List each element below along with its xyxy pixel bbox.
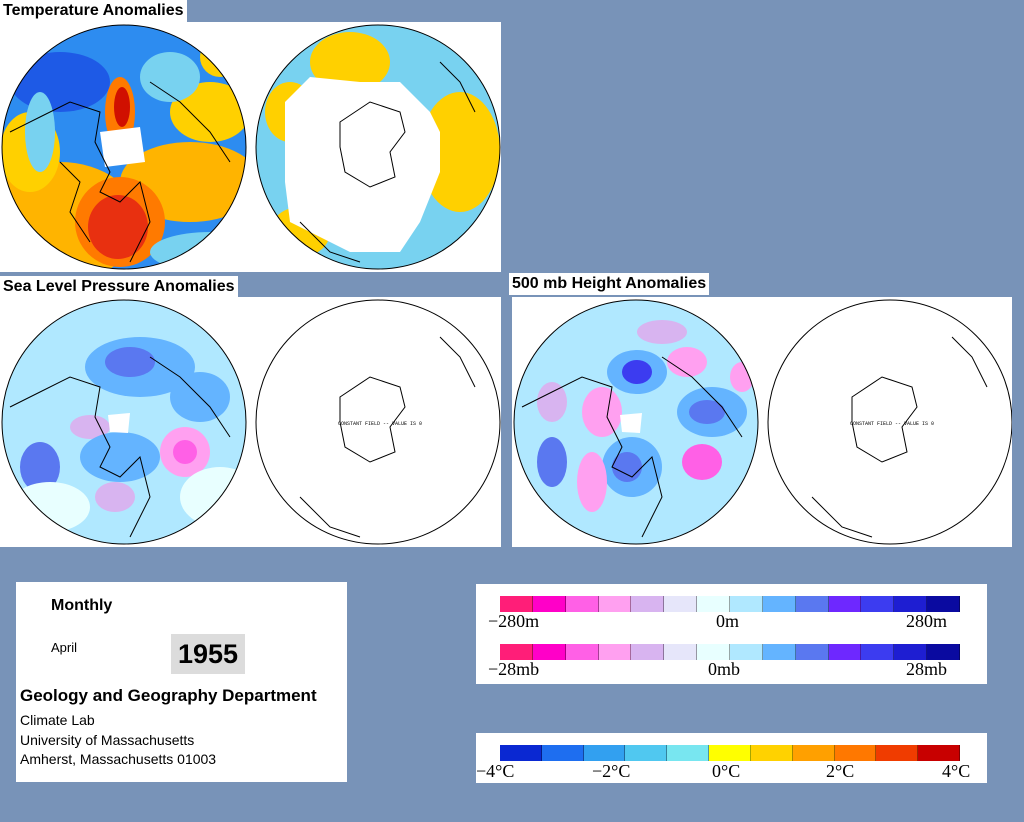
period-label: Monthly — [51, 597, 113, 614]
temperature-colorbar — [500, 745, 960, 761]
pressure-swatch — [664, 644, 698, 660]
temperature-swatch — [667, 745, 710, 761]
pressure-swatch — [565, 644, 599, 660]
height500-maps: CONSTANT FIELD -- VALUE IS 0 — [513, 299, 1012, 545]
month-label: April — [51, 640, 78, 655]
temp-tick-2: −2°C — [592, 761, 631, 781]
pressure-swatch — [762, 644, 796, 660]
height-swatch — [894, 596, 928, 612]
pressure-swatch — [795, 644, 829, 660]
height-swatch — [532, 596, 566, 612]
slp-panel: CONSTANT FIELD -- VALUE IS 0 — [0, 297, 501, 547]
slp-title: Sea Level Pressure Anomalies — [0, 276, 238, 298]
temperature-swatch — [583, 745, 626, 761]
pressure-swatch — [697, 644, 731, 660]
address-label: Amherst, Massachusetts 01003 — [20, 751, 217, 767]
department-label: Geology and Geography Department — [20, 686, 317, 705]
pressure-swatch — [927, 644, 961, 660]
pressure-tick-mid: 0mb — [708, 659, 741, 679]
anomaly-scale-box: −280m 0m 280m −28mb 0mb 28mb — [476, 584, 987, 684]
height-swatch — [500, 596, 533, 612]
height-tick-mid: 0m — [716, 611, 740, 631]
height500-north-map — [514, 300, 758, 544]
height500-title: 500 mb Height Anomalies — [509, 273, 710, 295]
temp-tick-4: 2°C — [826, 761, 855, 781]
temp-tick-1: −4°C — [476, 761, 515, 781]
temperature-north-map — [2, 25, 246, 269]
temperature-swatch — [541, 745, 584, 761]
height-colorbar — [500, 596, 961, 612]
pressure-swatch — [532, 644, 566, 660]
university-label: University of Massachusetts — [20, 732, 195, 748]
temperature-swatch — [750, 745, 793, 761]
height-swatch — [598, 596, 632, 612]
height-swatch — [565, 596, 599, 612]
pressure-swatch — [598, 644, 632, 660]
temperature-swatch — [876, 745, 919, 761]
height-swatch — [795, 596, 829, 612]
temp-tick-3: 0°C — [712, 761, 741, 781]
slp-constant-note: CONSTANT FIELD -- VALUE IS 0 — [338, 421, 422, 427]
height-tick-right: 280m — [906, 611, 948, 631]
pressure-tick-right: 28mb — [906, 659, 948, 679]
pressure-swatch — [828, 644, 862, 660]
slp-maps: CONSTANT FIELD -- VALUE IS 0 — [1, 299, 501, 545]
height-swatch — [730, 596, 763, 612]
height-tick-left: −280m — [488, 611, 540, 631]
lab-label: Climate Lab — [20, 712, 95, 728]
height-swatch — [861, 596, 895, 612]
temperature-maps — [1, 24, 501, 270]
temperature-south-map — [256, 25, 500, 269]
pressure-swatch — [500, 644, 533, 660]
height-swatch — [631, 596, 665, 612]
height-swatch — [762, 596, 796, 612]
temp-tick-5: 4°C — [942, 761, 971, 781]
info-box: Monthly April 1955 Geology and Geography… — [16, 582, 347, 782]
height-swatch — [927, 596, 961, 612]
temperature-title: Temperature Anomalies — [0, 0, 187, 22]
pressure-swatch — [730, 644, 763, 660]
pressure-swatch — [861, 644, 895, 660]
year-label: 1955 — [171, 634, 245, 674]
slp-north-map — [2, 300, 246, 544]
height-swatch — [697, 596, 731, 612]
temperature-swatch — [709, 745, 751, 761]
temperature-swatch — [792, 745, 835, 761]
pressure-swatch — [631, 644, 665, 660]
temperature-swatch — [500, 745, 542, 761]
height-constant-note: CONSTANT FIELD -- VALUE IS 0 — [850, 421, 934, 427]
pressure-tick-left: −28mb — [488, 659, 540, 679]
temperature-swatch — [834, 745, 877, 761]
height-swatch — [828, 596, 862, 612]
height500-panel: CONSTANT FIELD -- VALUE IS 0 — [512, 297, 1012, 547]
pressure-colorbar — [500, 644, 961, 660]
temperature-panel — [0, 22, 501, 272]
pressure-swatch — [894, 644, 928, 660]
temperature-scale-box: −4°C −2°C 0°C 2°C 4°C — [476, 733, 987, 783]
height-swatch — [664, 596, 698, 612]
temperature-swatch — [625, 745, 668, 761]
temperature-swatch — [918, 745, 960, 761]
